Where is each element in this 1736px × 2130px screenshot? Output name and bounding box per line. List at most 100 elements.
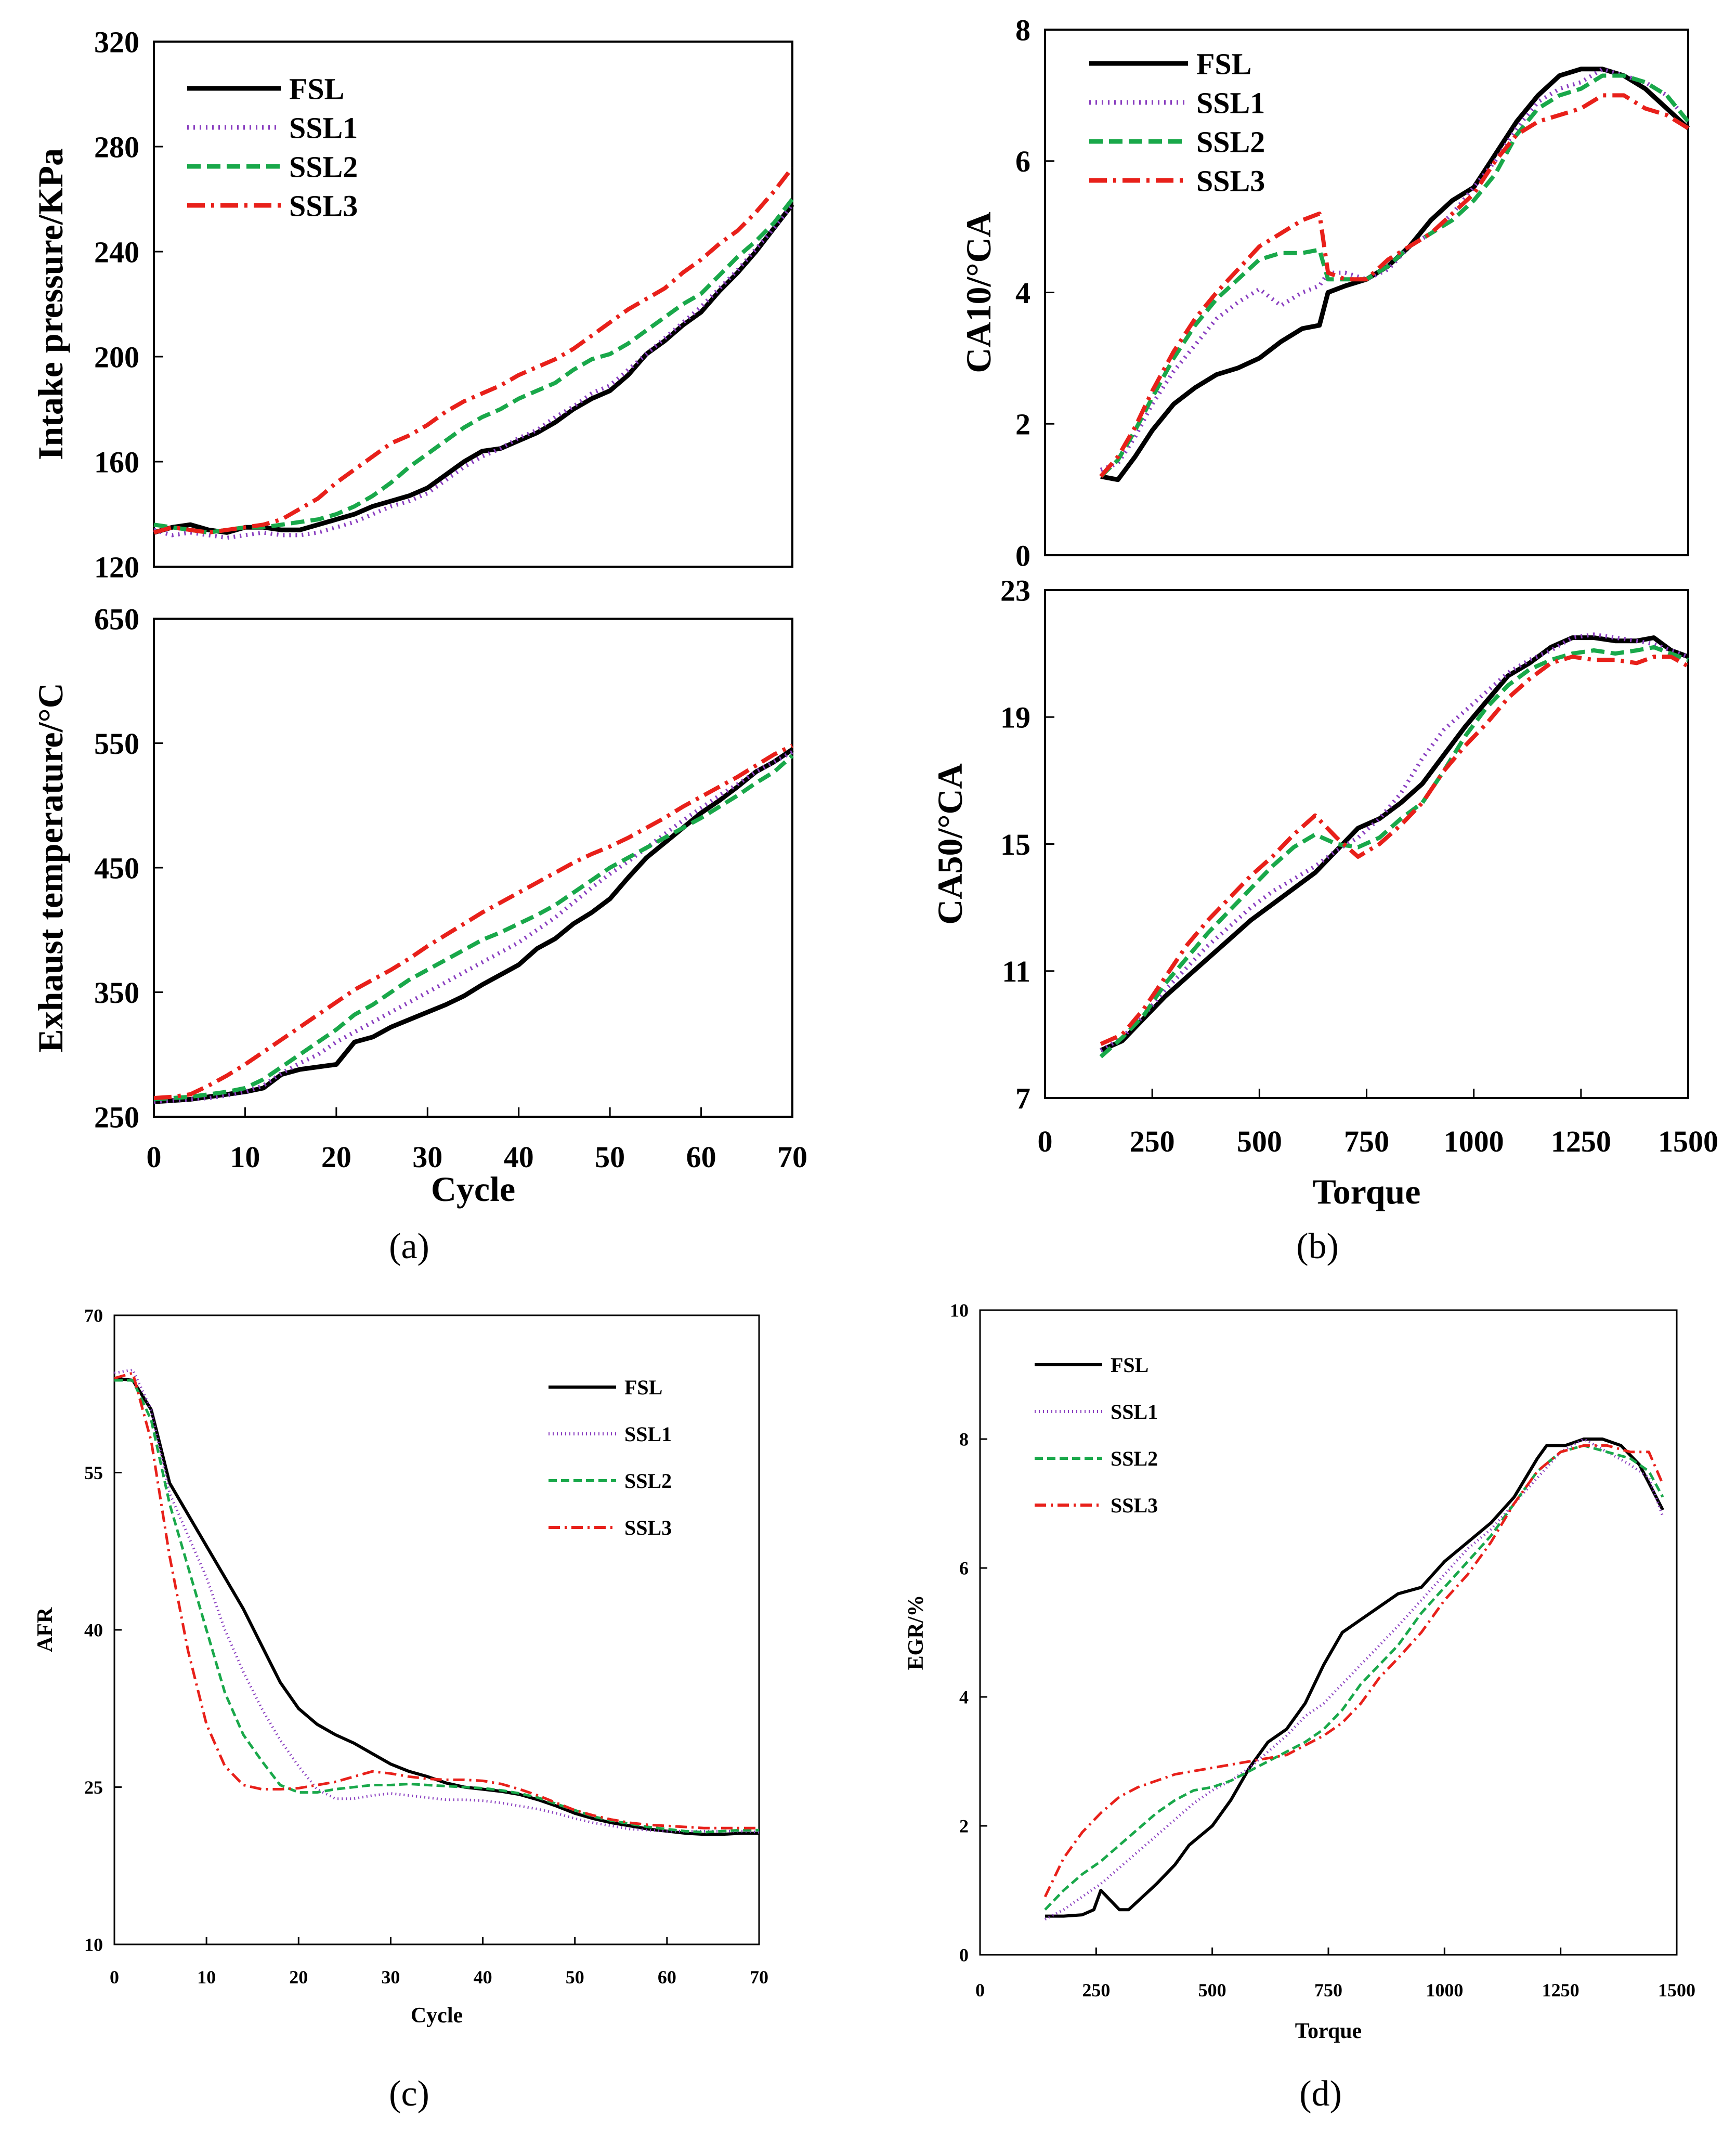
x-tick-label: 40 xyxy=(504,1140,534,1174)
legend-label-ssl1: SSL1 xyxy=(1196,86,1265,120)
y-axis-label: Exhaust temperature/°C xyxy=(31,683,70,1053)
legend-label-fsl: FSL xyxy=(1111,1353,1148,1377)
plot-frames xyxy=(113,29,1689,1956)
series-line-ssl2 xyxy=(1099,645,1689,1059)
x-tick-label: 750 xyxy=(1344,1125,1389,1158)
series-line-ssl3 xyxy=(1043,1444,1664,1898)
series-line-fsl xyxy=(153,747,794,1104)
legend-label-ssl1: SSL1 xyxy=(1111,1400,1158,1423)
x-tick-label: 70 xyxy=(777,1140,807,1174)
y-tick-label: 10 xyxy=(84,1935,103,1955)
y-tick-label: 2 xyxy=(1015,408,1030,441)
y-tick-label: 19 xyxy=(1000,701,1030,735)
series-line-ssl2 xyxy=(114,1379,759,1834)
x-tick-label: 1250 xyxy=(1542,1980,1580,2001)
legend-label-ssl3: SSL3 xyxy=(289,189,358,223)
series-line-fsl xyxy=(1100,635,1689,1053)
x-tick-label: 250 xyxy=(1082,1980,1110,2001)
x-tick-label: 500 xyxy=(1237,1125,1282,1158)
y-tick-label: 10 xyxy=(950,1300,969,1321)
y-tick-label: 55 xyxy=(84,1462,103,1483)
legend-label-ssl3: SSL3 xyxy=(1196,164,1265,198)
series-line-fsl xyxy=(153,203,794,535)
x-tick-label: 30 xyxy=(412,1140,442,1174)
y-axis-label: Intake pressure/KPa xyxy=(31,148,70,460)
x-tick-label: 500 xyxy=(1198,1980,1226,2001)
caption-b: (b) xyxy=(1296,1226,1339,1266)
x-tick-label: 750 xyxy=(1314,1980,1342,2001)
y-tick-label: 0 xyxy=(959,1945,969,1966)
plot-frame-d xyxy=(979,1309,1678,1956)
plot-series xyxy=(114,67,1690,1921)
y-tick-label: 160 xyxy=(94,445,139,479)
legend-label-ssl2: SSL2 xyxy=(1111,1447,1158,1470)
x-tick-label: 1500 xyxy=(1658,1125,1718,1158)
y-tick-label: 4 xyxy=(959,1687,969,1708)
x-tick-label: 10 xyxy=(197,1967,216,1988)
y-tick-label: 200 xyxy=(94,340,139,374)
plot-frame-c xyxy=(113,1314,760,1945)
x-axis-label: Cycle xyxy=(431,1169,515,1209)
y-tick-label: 4 xyxy=(1015,276,1030,310)
series-line-fsl xyxy=(1045,1438,1664,1918)
series-line-ssl3 xyxy=(153,166,794,535)
x-tick-label: 1000 xyxy=(1444,1125,1504,1158)
x-tick-label: 50 xyxy=(566,1967,584,1988)
series-line-ssl1 xyxy=(1100,632,1689,1052)
caption-c: (c) xyxy=(389,2074,429,2114)
y-axis-label: CA10/°CA xyxy=(959,212,998,373)
x-tick-label: 10 xyxy=(230,1140,260,1174)
x-tick-label: 1000 xyxy=(1426,1980,1463,2001)
legend-label-fsl: FSL xyxy=(1196,47,1251,81)
series-line-ssl3 xyxy=(1100,655,1689,1046)
y-axis-label: AFR xyxy=(33,1607,57,1652)
y-tick-label: 11 xyxy=(1002,955,1030,988)
y-tick-label: 450 xyxy=(94,851,139,885)
series-line-ssl1 xyxy=(114,1368,760,1834)
y-tick-label: 2 xyxy=(959,1816,969,1837)
series-line-ssl2 xyxy=(153,754,794,1102)
series-line-ssl1 xyxy=(153,203,794,540)
y-tick-label: 280 xyxy=(94,130,139,164)
series-line-fsl xyxy=(1100,67,1690,482)
x-tick-label: 70 xyxy=(750,1967,768,1988)
x-tick-label: 1500 xyxy=(1658,1980,1695,2001)
x-tick-label: 0 xyxy=(110,1967,119,1988)
x-tick-label: 250 xyxy=(1130,1125,1175,1158)
y-tick-label: 120 xyxy=(94,550,139,584)
x-axis-label: Torque xyxy=(1295,2019,1362,2043)
x-tick-label: 0 xyxy=(1038,1125,1053,1158)
y-tick-label: 6 xyxy=(1015,145,1030,178)
y-tick-label: 320 xyxy=(94,25,139,59)
series-line-ssl2 xyxy=(1099,73,1690,478)
plot-frame-a_top xyxy=(153,41,793,568)
legend-label-ssl1: SSL1 xyxy=(624,1422,672,1446)
series-line-ssl2 xyxy=(1044,1444,1664,1911)
x-tick-label: 30 xyxy=(381,1967,400,1988)
x-tick-label: 0 xyxy=(975,1980,985,2001)
legend-label-fsl: FSL xyxy=(289,72,344,106)
series-line-ssl1 xyxy=(1100,67,1690,472)
y-tick-label: 650 xyxy=(94,602,139,636)
legend-label-ssl3: SSL3 xyxy=(1111,1494,1158,1517)
plot-frame-a_bottom xyxy=(153,618,793,1118)
y-tick-label: 25 xyxy=(84,1777,103,1798)
series-line-ssl1 xyxy=(153,750,793,1104)
series-line-ssl3 xyxy=(1099,93,1690,478)
x-tick-label: 20 xyxy=(289,1967,308,1988)
y-tick-label: 40 xyxy=(84,1620,103,1641)
x-axis-label: Cycle xyxy=(411,2004,463,2028)
x-tick-label: 1250 xyxy=(1551,1125,1611,1158)
series-line-ssl3 xyxy=(114,1371,759,1830)
y-axis-label: EGR/% xyxy=(904,1595,928,1670)
y-tick-label: 6 xyxy=(959,1558,969,1579)
y-tick-label: 70 xyxy=(84,1305,103,1326)
x-tick-label: 20 xyxy=(321,1140,351,1174)
series-line-ssl2 xyxy=(153,198,794,535)
y-tick-label: 23 xyxy=(1000,573,1030,607)
caption-a: (a) xyxy=(389,1226,429,1266)
x-tick-label: 60 xyxy=(686,1140,716,1174)
series-line-ssl3 xyxy=(153,743,793,1101)
